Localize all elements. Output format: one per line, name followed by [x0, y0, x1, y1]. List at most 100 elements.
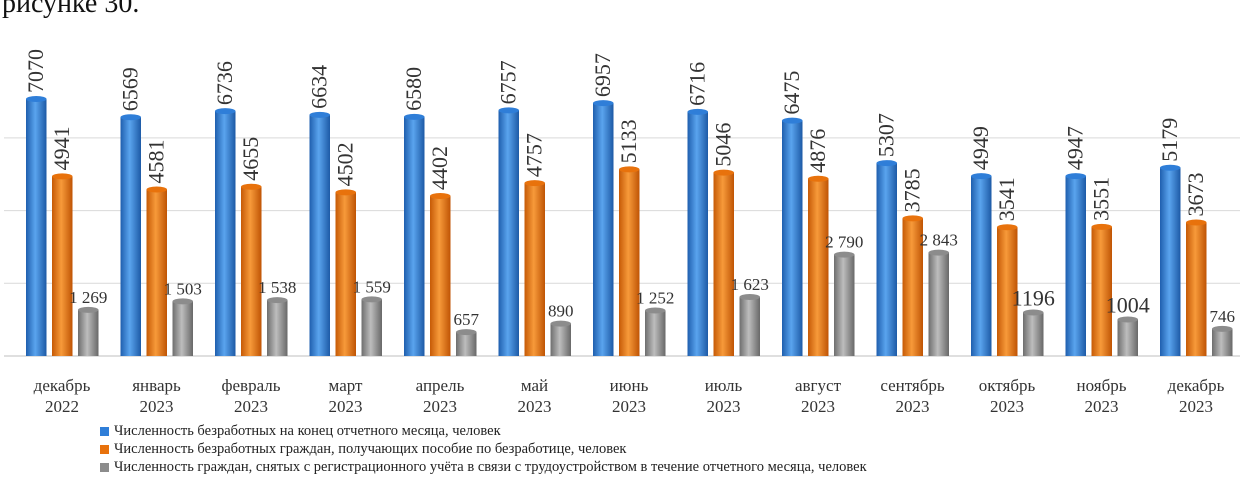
bar-series-0 [120, 117, 141, 356]
x-tick-label: сентябрь [880, 376, 945, 395]
bar-series-1 [241, 186, 262, 356]
x-tick-label: 2023 [801, 397, 835, 416]
bar-cap-series-0 [593, 100, 614, 107]
bar-series-2 [1023, 312, 1044, 356]
x-tick-label: 2023 [1085, 397, 1119, 416]
bar-series-0 [593, 103, 614, 356]
bar-series-0 [309, 114, 330, 357]
x-tick-label: апрель [416, 376, 465, 395]
bar-series-0 [26, 99, 47, 357]
x-tick-label: 2023 [234, 397, 268, 416]
bar-cap-series-1 [997, 224, 1018, 231]
data-label-series-2: 1004 [1106, 293, 1150, 318]
bar-series-2 [456, 332, 477, 356]
data-label-series-0: 4947 [1063, 126, 1088, 170]
data-label-series-1: 3551 [1089, 177, 1114, 221]
data-label-series-1: 4757 [522, 133, 547, 177]
bar-cap-series-1 [335, 189, 356, 196]
bar-series-2 [172, 301, 193, 356]
bar-series-1 [1091, 226, 1112, 356]
bar-series-1 [430, 195, 451, 356]
bar-cap-series-1 [52, 173, 73, 180]
data-label-series-1: 4502 [333, 142, 358, 186]
bar-series-2 [361, 299, 382, 356]
bar-series-2 [928, 252, 949, 356]
bar-cap-series-0 [876, 160, 897, 167]
bar-cap-series-1 [524, 180, 545, 187]
data-label-series-2: 1 503 [164, 279, 202, 298]
bar-series-0 [404, 116, 425, 356]
bar-cap-series-0 [498, 107, 519, 114]
bar-series-1 [619, 169, 640, 356]
bar-series-2 [834, 254, 855, 356]
bar-cap-series-1 [902, 215, 923, 222]
bar-cap-series-1 [713, 169, 734, 176]
bar-series-2 [1117, 319, 1138, 356]
x-tick-label: 2023 [518, 397, 552, 416]
bar-cap-series-0 [971, 173, 992, 180]
bar-cap-series-2 [78, 306, 99, 313]
data-label-series-2: 1 269 [69, 288, 107, 307]
data-label-series-2: 1 252 [636, 288, 674, 307]
data-label-series-0: 6569 [118, 67, 143, 111]
data-label-series-1: 4876 [805, 129, 830, 173]
bar-cap-series-1 [1091, 223, 1112, 230]
x-tick-label: август [795, 376, 842, 395]
bar-series-2 [1212, 328, 1233, 356]
bar-series-0 [687, 111, 708, 356]
x-tick-label: июль [705, 376, 743, 395]
bar-series-1 [1186, 222, 1207, 356]
bar-cap-series-2 [361, 296, 382, 303]
bar-cap-series-0 [309, 111, 330, 118]
bar-cap-series-1 [430, 192, 451, 199]
x-tick-label: 2023 [612, 397, 646, 416]
data-label-series-0: 6736 [212, 61, 237, 105]
x-tick-label: декабрь [34, 376, 91, 395]
bar-series-0 [782, 120, 803, 356]
bar-series-2 [739, 297, 760, 356]
bar-cap-series-2 [928, 249, 949, 256]
bar-series-2 [550, 323, 571, 356]
bar-cap-series-0 [782, 117, 803, 124]
legend-swatch-orange [100, 444, 109, 454]
bar-cap-series-2 [267, 297, 288, 304]
data-label-series-0: 6957 [590, 53, 615, 97]
data-label-series-1: 4581 [144, 139, 169, 183]
bar-series-2 [78, 309, 99, 356]
bar-cap-series-0 [1160, 164, 1181, 171]
x-tick-label: 2023 [423, 397, 457, 416]
bar-cap-series-2 [172, 298, 193, 305]
data-label-series-0: 4949 [968, 126, 993, 170]
data-label-series-0: 7070 [23, 49, 48, 93]
legend-item-unemployed: Численность безработных на конец отчетно… [100, 422, 867, 440]
bar-cap-series-1 [808, 175, 829, 182]
x-tick-label: март [329, 376, 363, 395]
data-label-series-1: 3785 [900, 168, 925, 212]
x-tick-label: 2023 [896, 397, 930, 416]
legend-item-employed: Численность граждан, снятых с регистраци… [100, 458, 867, 476]
data-label-series-2: 746 [1210, 307, 1236, 326]
value-labels: 7070 6569 6736 6634 6580 6757 6957 6716 6475 5307… [23, 49, 1235, 329]
data-label-series-1: 4402 [427, 146, 452, 190]
data-label-series-2: 657 [454, 310, 480, 329]
data-label-series-0: 6634 [307, 65, 332, 109]
page-caption: рисунке 30. [2, 0, 140, 19]
legend: Численность безработных на конец отчетно… [100, 422, 867, 476]
bar-cap-series-2 [645, 307, 666, 314]
bar-cap-series-2 [1212, 325, 1233, 332]
data-label-series-1: 3673 [1183, 172, 1208, 216]
x-tick-label: май [521, 376, 548, 395]
bar-cap-series-0 [215, 108, 236, 115]
bar-series-1 [146, 189, 167, 356]
bar-series-2 [267, 300, 288, 356]
bar-cap-series-2 [456, 329, 477, 336]
bar-cap-series-2 [1023, 309, 1044, 316]
data-label-series-1: 4941 [49, 126, 74, 170]
data-label-series-1: 5046 [711, 123, 736, 167]
x-tick-label: 2023 [990, 397, 1024, 416]
data-label-series-1: 5133 [616, 119, 641, 163]
bar-cap-series-0 [1065, 173, 1086, 180]
bar-series-1 [335, 192, 356, 356]
bar-series-0 [1065, 176, 1086, 356]
data-label-series-2: 1 559 [353, 277, 391, 296]
